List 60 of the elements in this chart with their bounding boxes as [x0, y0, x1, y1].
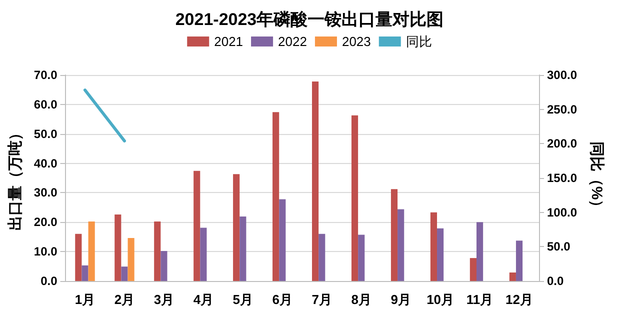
bar	[121, 266, 128, 281]
y2-tick-label: 0.0	[547, 274, 564, 288]
bar	[476, 222, 484, 281]
y-axis-title: 出口量（万吨）	[7, 126, 24, 230]
bar	[430, 212, 438, 281]
y2-tick-label: 300.0	[547, 68, 578, 82]
y-tick-label: 20.0	[34, 215, 58, 230]
bar	[509, 272, 516, 281]
bar	[128, 238, 134, 281]
legend-label: 2021	[214, 34, 244, 49]
bar	[516, 240, 523, 281]
x-tick-label: 9月	[390, 292, 411, 307]
bar	[88, 222, 95, 281]
bar	[318, 234, 326, 281]
x-tick-label: 1月	[74, 292, 96, 307]
x-tick-label: 10月	[426, 292, 454, 307]
y-tick-label: 50.0	[34, 126, 58, 141]
y2-tick-label: 100.0	[547, 205, 578, 220]
bar	[351, 115, 358, 281]
bar	[390, 189, 398, 281]
x-tick-label: 11月	[466, 292, 494, 307]
bar	[272, 112, 280, 281]
bar	[194, 170, 200, 281]
x-tick-label: 5月	[232, 292, 254, 307]
bar	[114, 214, 122, 281]
bar	[437, 228, 444, 281]
bar	[200, 228, 207, 281]
y-tick-label: 0.0	[40, 274, 58, 288]
bar	[398, 209, 404, 281]
bar	[233, 174, 240, 281]
y2-tick-label: 150.0	[547, 171, 578, 185]
y2-tick-label: 50.0	[547, 240, 571, 254]
bar	[154, 222, 161, 281]
y-tick-label: 10.0	[34, 244, 58, 259]
y2-tick-label: 250.0	[547, 102, 578, 116]
y2-tick-label: 200.0	[547, 136, 578, 151]
x-tick-label: 8月	[351, 292, 372, 307]
y-tick-label: 30.0	[34, 186, 58, 200]
bar	[82, 265, 88, 281]
y-tick-label: 70.0	[34, 68, 58, 82]
legend-label: 同比	[406, 34, 432, 49]
bar	[240, 216, 246, 281]
legend-label: 2022	[278, 34, 307, 49]
bar	[279, 199, 286, 281]
bar	[312, 81, 319, 281]
chart-title: 2021-2023年磷酸一铵出口量对比图	[175, 10, 444, 29]
bar	[358, 234, 365, 281]
legend-label: 2023	[342, 34, 371, 49]
bar	[160, 250, 168, 281]
y-tick-label: 60.0	[34, 97, 58, 112]
x-tick-label: 7月	[312, 292, 332, 307]
x-tick-label: 12月	[506, 292, 533, 307]
bar	[470, 258, 476, 281]
x-tick-label: 2月	[114, 292, 135, 307]
x-tick-label: 6月	[272, 292, 293, 307]
y2-axis-title: 同比（%）	[588, 141, 605, 215]
bar	[75, 234, 82, 281]
x-tick-label: 4月	[193, 292, 214, 307]
y-tick-label: 40.0	[34, 156, 58, 170]
x-tick-label: 3月	[154, 292, 174, 307]
